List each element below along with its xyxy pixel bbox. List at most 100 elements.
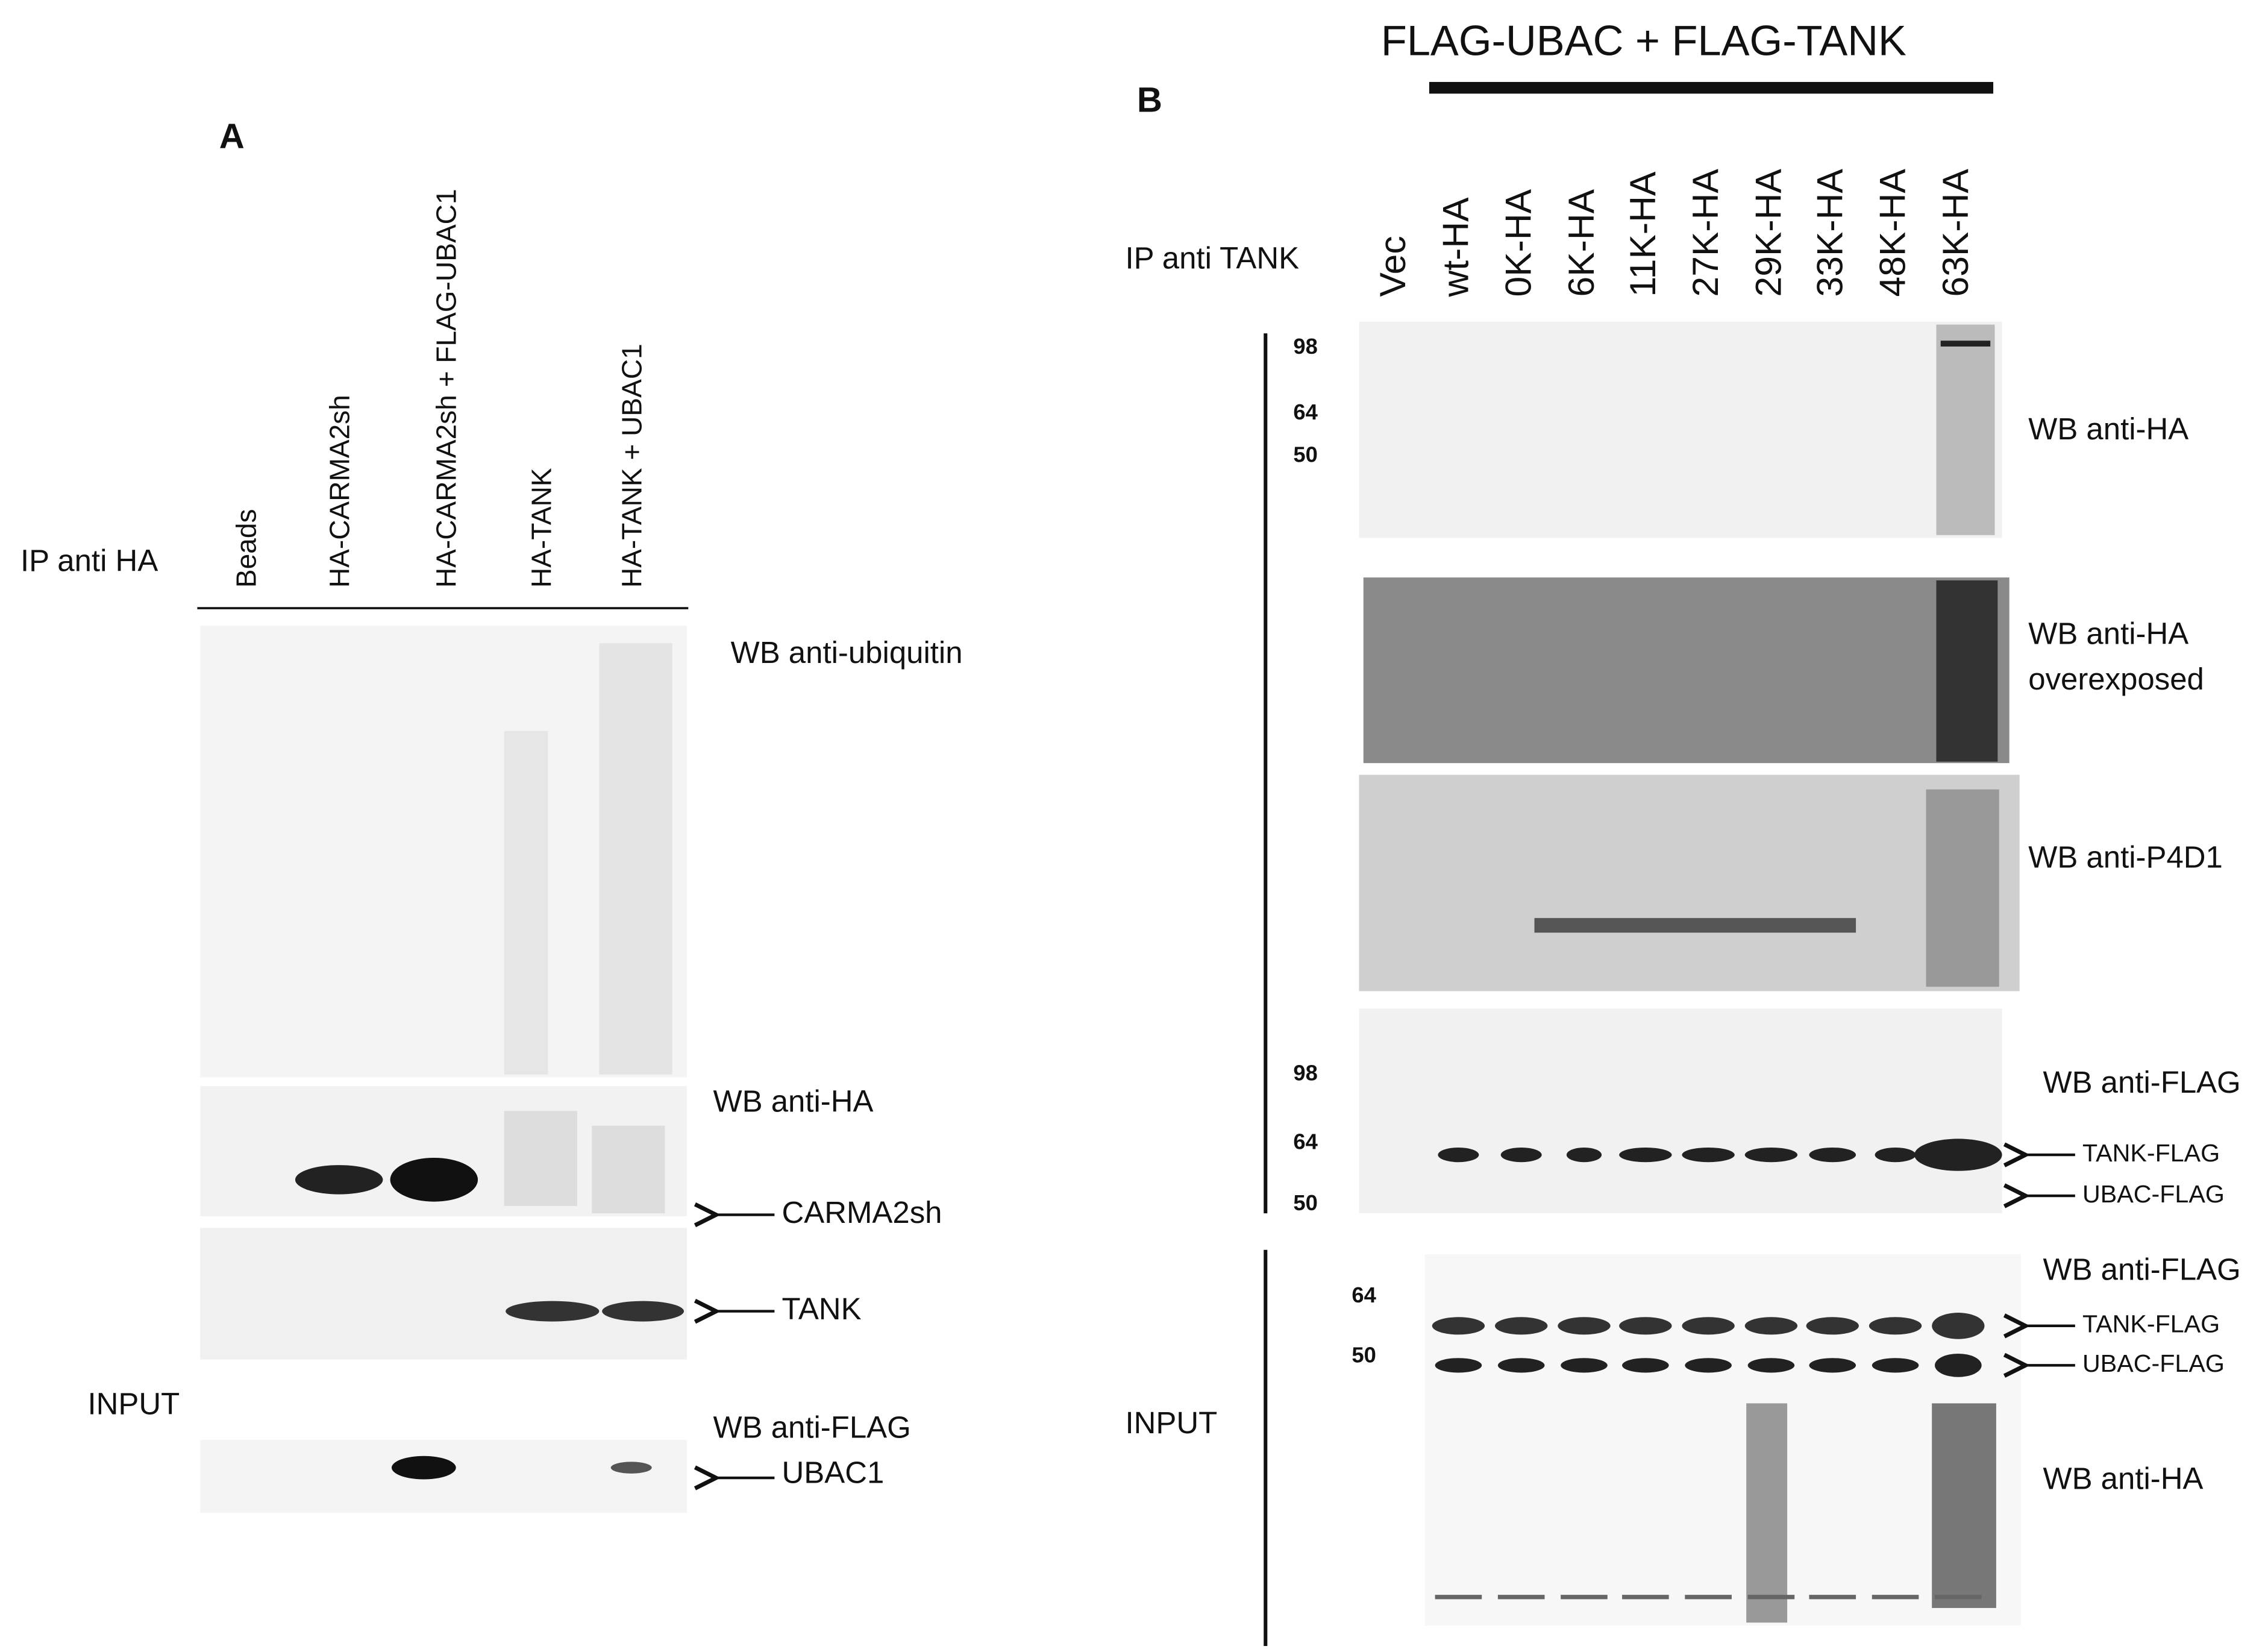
band xyxy=(1747,1595,1795,1600)
band xyxy=(390,1157,478,1202)
smear xyxy=(1926,789,1999,987)
band xyxy=(1622,1595,1669,1600)
lane-label: HA-TANK + UBAC1 xyxy=(616,344,648,588)
smear xyxy=(1936,580,1998,762)
band xyxy=(1435,1595,1482,1600)
smear xyxy=(599,643,672,1075)
header-bar xyxy=(1429,81,1994,94)
band xyxy=(610,1462,652,1474)
band xyxy=(1566,1147,1602,1163)
smear xyxy=(1936,324,1995,535)
band xyxy=(1809,1358,1856,1373)
input-label: INPUT xyxy=(1125,1406,1217,1440)
arrow-label: UBAC-FLAG xyxy=(2082,1180,2225,1208)
mw-marker: 64 xyxy=(1352,1283,1376,1307)
band xyxy=(1932,1313,1985,1339)
blot-label: WB anti-HA xyxy=(2043,1461,2204,1495)
band xyxy=(1438,1147,1479,1163)
lane-label: Beads xyxy=(230,509,262,588)
band xyxy=(1685,1595,1732,1600)
blot-label: WB anti-HA xyxy=(713,1084,874,1119)
lane-label: Vec xyxy=(1372,236,1413,297)
lane-label: 11K-HA xyxy=(1622,171,1663,297)
blot xyxy=(1424,1254,2022,1626)
band xyxy=(1872,1595,1919,1600)
mw-marker: 50 xyxy=(1293,442,1317,466)
panel-label: A xyxy=(219,117,245,156)
mw-marker: 98 xyxy=(1293,1060,1317,1085)
band xyxy=(391,1456,456,1480)
mw-marker: 64 xyxy=(1293,400,1318,424)
band xyxy=(1622,1358,1669,1373)
lane-label: 63K-HA xyxy=(1935,169,1976,297)
band xyxy=(1495,1317,1548,1335)
ip-label: IP anti TANK xyxy=(1125,240,1299,275)
band xyxy=(1558,1317,1611,1335)
band xyxy=(1744,1317,1798,1335)
arrow-label: TANK-FLAG xyxy=(2082,1310,2220,1338)
header: FLAG-UBAC + FLAG-TANK xyxy=(1381,16,1906,64)
band xyxy=(602,1301,684,1322)
band xyxy=(1914,1139,2002,1171)
band xyxy=(1872,1358,1919,1373)
lane-label: 33K-HA xyxy=(1809,169,1850,297)
band xyxy=(1685,1358,1732,1373)
band xyxy=(1500,1147,1542,1163)
band xyxy=(1809,1595,1856,1600)
blot-label: WB anti-FLAG xyxy=(713,1410,911,1445)
band xyxy=(1619,1147,1672,1163)
lane-label: HA-CARMA2sh + FLAG-UBAC1 xyxy=(431,189,462,588)
band xyxy=(1682,1317,1735,1335)
lane-label: 27K-HA xyxy=(1685,169,1726,297)
arrow-label: TANK-FLAG xyxy=(2082,1139,2220,1167)
smear xyxy=(1746,1403,1788,1623)
lane-label: wt-HA xyxy=(1435,197,1476,298)
smear xyxy=(592,1125,665,1214)
arrow-label: UBAC-FLAG xyxy=(2082,1349,2225,1377)
band xyxy=(1869,1317,1922,1335)
input-label: INPUT xyxy=(88,1387,180,1421)
arrow-label: TANK xyxy=(782,1292,862,1326)
mw-marker: 50 xyxy=(1293,1190,1317,1215)
band xyxy=(1534,918,1856,933)
blot xyxy=(1363,577,2010,764)
blot xyxy=(1359,774,2020,991)
panel-label: B xyxy=(1137,80,1162,119)
blot-label: overexposed xyxy=(2028,662,2204,696)
band xyxy=(1435,1358,1482,1373)
smear xyxy=(1932,1403,1996,1608)
mw-marker: 50 xyxy=(1352,1342,1376,1367)
lane-label: HA-TANK xyxy=(525,468,557,588)
band xyxy=(1432,1317,1485,1335)
mw-marker: 98 xyxy=(1293,334,1317,359)
band xyxy=(1497,1595,1545,1600)
lane-label: 0K-HA xyxy=(1498,189,1539,297)
lane-label: 48K-HA xyxy=(1872,169,1913,297)
band xyxy=(1744,1147,1798,1163)
blot-label: WB anti-HA xyxy=(2028,412,2188,446)
blot xyxy=(1359,321,2002,538)
lane-label: 6K-HA xyxy=(1561,189,1602,297)
band xyxy=(1619,1317,1672,1335)
lane-label: 29K-HA xyxy=(1747,169,1788,297)
blot-label: WB anti-ubiquitin xyxy=(731,635,963,670)
blot-label: WB anti-FLAG xyxy=(2043,1252,2241,1287)
band xyxy=(1497,1358,1545,1373)
lane-label: HA-CARMA2sh xyxy=(324,395,356,588)
blot xyxy=(1359,1008,2002,1214)
mw-marker: 64 xyxy=(1293,1129,1318,1154)
band xyxy=(1747,1358,1795,1373)
band xyxy=(1935,1353,1982,1377)
blot-label: WB anti-P4D1 xyxy=(2028,840,2223,875)
band xyxy=(1561,1358,1608,1373)
band xyxy=(295,1165,383,1195)
smear xyxy=(504,1111,577,1206)
arrow-label: CARMA2sh xyxy=(782,1195,942,1230)
band xyxy=(1809,1147,1856,1163)
ip-label: IP anti HA xyxy=(20,543,158,577)
band xyxy=(1682,1147,1735,1163)
blot xyxy=(200,1228,687,1360)
band xyxy=(506,1301,600,1322)
arrow-label: UBAC1 xyxy=(782,1456,885,1490)
